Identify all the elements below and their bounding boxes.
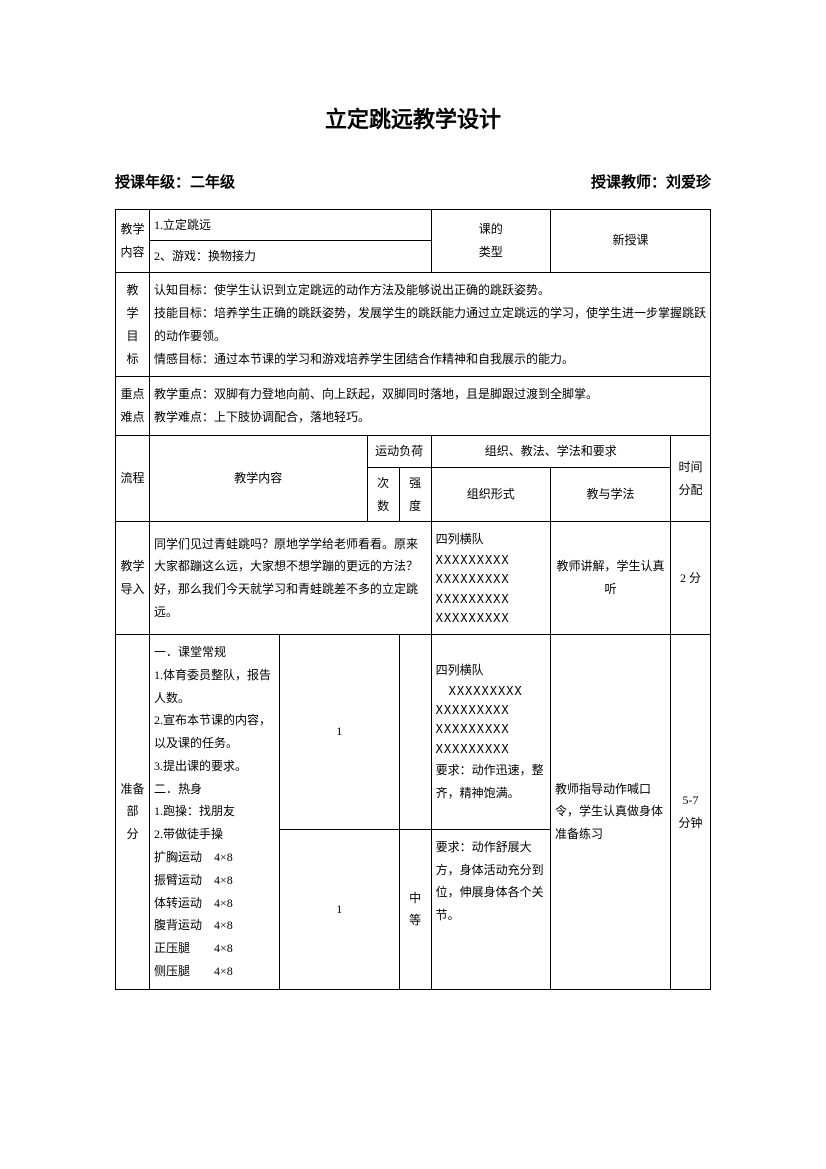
label-prep: 准备部 分	[116, 634, 150, 989]
class-type-value: 新授课	[550, 209, 710, 273]
header-org-form: 组织形式	[431, 467, 550, 522]
label-goals: 教 学 目 标	[116, 273, 150, 377]
row-header-1: 流程 教学内容 运动负荷 组织、教法、学法和要求 时间 分配	[116, 435, 711, 467]
grade-info: 授课年级：二年级	[115, 170, 235, 197]
label-intro: 教学 导入	[116, 522, 150, 635]
row-teach-content: 教学 内容 1.立定跳远 课的 类型 新授课	[116, 209, 711, 241]
row-prep-1: 准备部 分 一．课堂常规 1.体育委员整队，报告人数。 2.宣布本节课的内容，以…	[116, 634, 711, 829]
meta-row: 授课年级：二年级 授课教师：刘爱珍	[115, 170, 711, 197]
header-teach-method: 教与学法	[551, 467, 671, 522]
prep-method: 教师指导动作喊口令，学生认真做身体准备练习	[551, 634, 671, 989]
header-load: 运动负荷	[367, 435, 431, 467]
teacher-label: 授课教师：	[591, 175, 666, 191]
row-goals: 教 学 目 标 认知目标：使学生认识到立定跳远的动作方法及能够说出正确的跳跃姿势…	[116, 273, 711, 377]
intro-formation: 四列横队 XXXXXXXXX XXXXXXXXX XXXXXXXXX XXXXX…	[431, 522, 550, 635]
intro-content: 同学们见过青蛙跳吗？原地学学给老师看看。原来大家都蹦这么远，大家想不想学蹦的更远…	[150, 522, 432, 635]
label-focus: 重点 难点	[116, 377, 150, 436]
focus-content: 教学重点：双脚有力登地向前、向上跃起，双脚同时落地，且是脚跟过渡到全脚掌。 教学…	[150, 377, 711, 436]
row-focus: 重点 难点 教学重点：双脚有力登地向前、向上跃起，双脚同时落地，且是脚跟过渡到全…	[116, 377, 711, 436]
content-item-2: 2、游戏：换物接力	[150, 241, 432, 273]
lesson-table: 教学 内容 1.立定跳远 课的 类型 新授课 2、游戏：换物接力 教 学 目 标…	[115, 209, 711, 990]
prep-formation-1: 四列横队 XXXXXXXXX XXXXXXXXX XXXXXXXXX XXXXX…	[431, 634, 550, 829]
header-org: 组织、教法、学法和要求	[431, 435, 670, 467]
prep-content: 一．课堂常规 1.体育委员整队，报告人数。 2.宣布本节课的内容，以及课的任务。…	[150, 634, 280, 989]
content-item-1: 1.立定跳远	[150, 209, 432, 241]
label-class-type: 课的 类型	[431, 209, 550, 273]
prep-intensity-2: 中等	[399, 829, 431, 989]
page-title: 立定跳远教学设计	[115, 100, 711, 140]
teacher-value: 刘爱珍	[666, 175, 711, 191]
grade-label: 授课年级：	[115, 175, 190, 191]
prep-count-2: 1	[280, 829, 400, 989]
goals-content: 认知目标：使学生认识到立定跳远的动作方法及能够说出正确的跳跃姿势。 技能目标：培…	[150, 273, 711, 377]
intro-method: 教师讲解，学生认真听	[551, 522, 671, 635]
header-intensity: 强度	[399, 467, 431, 522]
prep-intensity-1	[399, 634, 431, 829]
prep-count-1: 1	[280, 634, 400, 829]
prep-time: 5-7 分钟	[671, 634, 711, 989]
header-time: 时间 分配	[671, 435, 711, 521]
header-teach-content: 教学内容	[150, 435, 368, 521]
header-flow: 流程	[116, 435, 150, 521]
teacher-info: 授课教师：刘爱珍	[591, 170, 711, 197]
header-count: 次数	[367, 467, 399, 522]
grade-value: 二年级	[190, 175, 235, 191]
label-teach-content: 教学 内容	[116, 209, 150, 273]
row-intro: 教学 导入 同学们见过青蛙跳吗？原地学学给老师看看。原来大家都蹦这么远，大家想不…	[116, 522, 711, 635]
intro-time: 2 分	[671, 522, 711, 635]
prep-formation-2: 要求：动作舒展大方，身体活动充分到位，伸展身体各个关节。	[431, 829, 550, 989]
